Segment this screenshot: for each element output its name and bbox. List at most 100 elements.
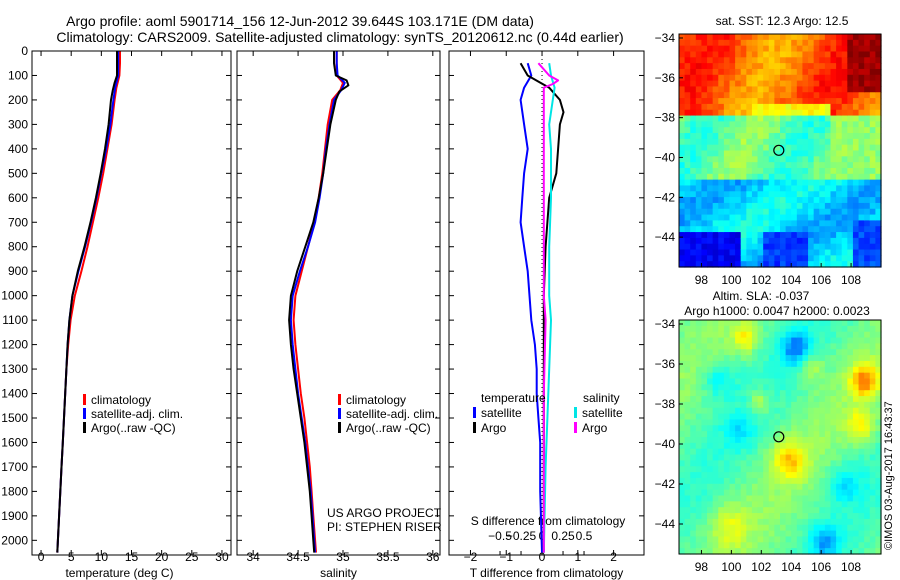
- heatmap-cell: [712, 51, 719, 58]
- heatmap-cell: [757, 407, 764, 415]
- heatmap-cell: [869, 197, 876, 204]
- heatmap-cell: [785, 220, 792, 227]
- x-tick-label: 10: [95, 550, 109, 564]
- heatmap-cell: [768, 507, 775, 514]
- heatmap-cell: [819, 331, 826, 339]
- heatmap-cell: [869, 477, 876, 485]
- heatmap-cell: [774, 197, 781, 204]
- heatmap-cell: [729, 507, 736, 514]
- heatmap-cell: [757, 507, 764, 514]
- figure-title-line2: Climatology: CARS2009. Satellite-adjuste…: [56, 29, 623, 45]
- heatmap-cell: [864, 472, 871, 479]
- heatmap-cell: [712, 548, 719, 555]
- heatmap-cell: [774, 536, 781, 543]
- heatmap-cell: [836, 390, 843, 397]
- heatmap-cell: [847, 243, 854, 251]
- heatmap-cell: [819, 173, 826, 181]
- heatmap-cell: [751, 396, 759, 403]
- heatmap-cell: [858, 63, 865, 70]
- heatmap-cell: [695, 366, 703, 374]
- heatmap-cell: [780, 495, 787, 502]
- heatmap-cell: [735, 337, 742, 344]
- heatmap-cell: [718, 109, 725, 117]
- heatmap-cell: [824, 442, 832, 450]
- heatmap-cell: [701, 483, 708, 491]
- heatmap-cell: [729, 472, 736, 479]
- heatmap-cell: [707, 121, 714, 128]
- heatmap-cell: [785, 197, 792, 204]
- heatmap-cell: [813, 401, 820, 409]
- heatmap-cell: [830, 501, 837, 508]
- heatmap-cell: [695, 454, 703, 461]
- map-y-tick-label: −34: [655, 317, 676, 331]
- heatmap-cell: [735, 127, 742, 134]
- heatmap-cell: [729, 530, 736, 538]
- heatmap-cell: [684, 115, 691, 122]
- heatmap-cell: [852, 360, 860, 368]
- heatmap-cell: [679, 413, 686, 421]
- heatmap-cell: [819, 536, 826, 543]
- heatmap-cell: [723, 477, 731, 485]
- heatmap-cell: [746, 366, 753, 374]
- heatmap-cell: [869, 74, 876, 82]
- heatmap-cell: [802, 80, 809, 88]
- heatmap-cell: [729, 57, 736, 64]
- heatmap-cell: [869, 472, 876, 479]
- heatmap-cell: [869, 325, 876, 333]
- heatmap-cell: [852, 121, 860, 128]
- heatmap-cell: [679, 483, 686, 491]
- heatmap-cell: [679, 92, 686, 99]
- heatmap-cell: [875, 378, 882, 385]
- heatmap-cell: [780, 51, 787, 58]
- heatmap-cell: [875, 372, 882, 380]
- heatmap-cell: [746, 261, 753, 268]
- heatmap-cell: [808, 360, 815, 368]
- heatmap-cell: [768, 150, 775, 157]
- heatmap-cell: [836, 448, 843, 456]
- heatmap-cell: [864, 320, 871, 327]
- y-tick-label: 1000: [1, 289, 28, 303]
- heatmap-cell: [858, 115, 865, 122]
- heatmap-cell: [836, 378, 843, 385]
- heatmap-cell: [718, 483, 725, 491]
- heatmap-cell: [841, 45, 848, 53]
- heatmap-cell: [712, 150, 719, 157]
- heatmap-cell: [740, 454, 747, 461]
- heatmap-cell: [852, 133, 860, 140]
- heatmap-cell: [768, 501, 775, 508]
- heatmap-cell: [836, 337, 843, 344]
- heatmap-cell: [768, 425, 775, 432]
- y-tick-label: 1300: [1, 362, 28, 376]
- heatmap-cell: [796, 103, 804, 111]
- map-x-tick-label: 98: [695, 560, 709, 574]
- heatmap-cell: [763, 343, 770, 350]
- heatmap-cell: [869, 419, 876, 426]
- heatmap-cell: [802, 167, 809, 175]
- heatmap-cell: [684, 138, 691, 146]
- heatmap-cell: [785, 437, 792, 444]
- heatmap-cell: [684, 477, 691, 485]
- heatmap-cell: [869, 156, 876, 163]
- heatmap-cell: [875, 74, 882, 82]
- heatmap-cell: [791, 384, 798, 391]
- heatmap-cell: [690, 138, 697, 146]
- heatmap-cell: [751, 208, 759, 216]
- heatmap-cell: [712, 349, 719, 356]
- heatmap-cell: [836, 86, 843, 93]
- heatmap-cell: [796, 92, 804, 99]
- legend-entry: climatology: [346, 393, 406, 407]
- heatmap-cell: [735, 548, 742, 555]
- heatmap-cell: [774, 237, 781, 245]
- heatmap-cell: [852, 477, 860, 485]
- heatmap-cell: [718, 401, 725, 409]
- heatmap-cell: [679, 495, 686, 502]
- heatmap-cell: [740, 255, 747, 262]
- heatmap-cell: [695, 138, 703, 146]
- legend-swatch: [574, 407, 577, 418]
- heatmap-cell: [830, 384, 837, 391]
- heatmap-cell: [774, 542, 781, 549]
- heatmap-cell: [830, 425, 837, 432]
- heatmap-cell: [757, 243, 764, 251]
- heatmap-cell: [864, 133, 871, 140]
- heatmap-cell: [875, 156, 882, 163]
